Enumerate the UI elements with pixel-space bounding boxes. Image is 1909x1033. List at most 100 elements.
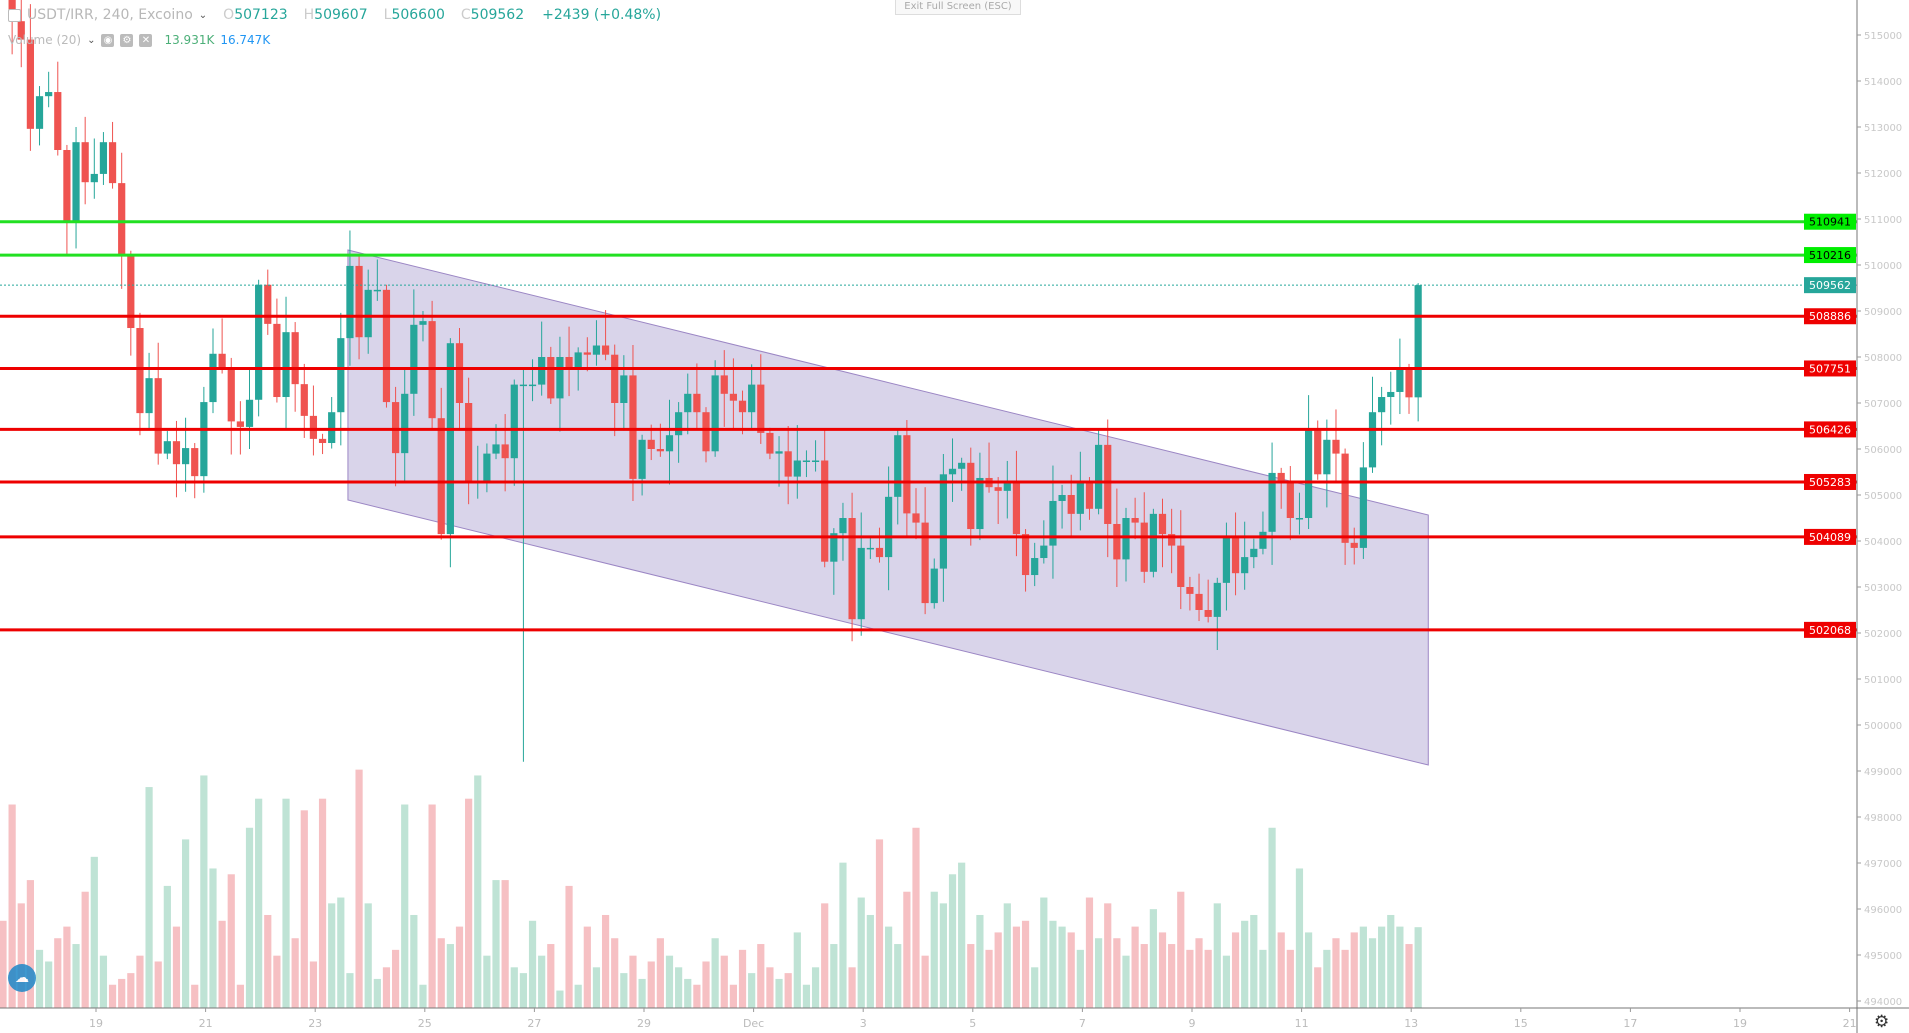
candle-body xyxy=(1204,610,1212,617)
candle-body xyxy=(528,384,537,387)
candle xyxy=(1012,450,1021,557)
candle xyxy=(1195,573,1203,622)
candle-body xyxy=(967,462,975,530)
price-tick-label: 497000 xyxy=(1864,859,1902,870)
candle xyxy=(410,289,418,416)
volume-bar xyxy=(985,949,993,1008)
volume-bar xyxy=(145,787,153,1008)
candle xyxy=(446,338,454,568)
volume-label[interactable]: Volume (20) xyxy=(8,33,82,47)
candle xyxy=(1304,395,1313,530)
level-price-label: 510941 xyxy=(1809,216,1851,229)
level-price-label: 504089 xyxy=(1809,531,1851,544)
volume-bar xyxy=(665,955,674,1008)
candle xyxy=(300,363,308,438)
candle xyxy=(784,426,792,505)
candle-body xyxy=(620,375,628,403)
chart-logo-button[interactable]: ☁ xyxy=(8,964,36,992)
volume-bar xyxy=(1085,897,1094,1008)
price-tick-label: 505000 xyxy=(1864,491,1902,502)
chevron-down-icon[interactable]: ⌄ xyxy=(198,9,208,21)
volume-bar xyxy=(620,973,628,1008)
volume-bar xyxy=(1095,938,1103,1008)
candle-body xyxy=(1085,482,1094,509)
volume-bar xyxy=(547,944,555,1008)
candle-body xyxy=(592,345,601,355)
candle xyxy=(665,399,674,485)
candle xyxy=(291,322,299,412)
volume-bar xyxy=(894,944,902,1008)
exit-fullscreen-button[interactable]: Exit Full Screen (ESC) xyxy=(895,0,1021,15)
chevron-down-icon[interactable]: ⌄ xyxy=(87,34,96,46)
candle xyxy=(26,4,34,151)
candle xyxy=(711,360,719,457)
time-tick-label: 19 xyxy=(89,1017,103,1030)
volume-bar xyxy=(875,839,884,1008)
candle-body xyxy=(1113,523,1121,560)
candle-body xyxy=(702,412,710,452)
candle xyxy=(99,132,108,185)
candle-body xyxy=(1368,412,1377,468)
candle-body xyxy=(163,441,171,454)
candle-body xyxy=(1095,444,1103,509)
volume-bar xyxy=(930,891,938,1008)
volume-bar xyxy=(391,949,400,1008)
candle-body xyxy=(382,289,391,403)
volume-bar xyxy=(1350,932,1358,1008)
volume-bar xyxy=(54,938,62,1008)
candle-body xyxy=(1003,481,1011,491)
volume-bar xyxy=(236,984,244,1008)
candle xyxy=(108,121,117,189)
eye-icon[interactable]: ◉ xyxy=(101,33,115,47)
volume-bar xyxy=(1323,949,1331,1008)
candle-body xyxy=(1149,513,1157,572)
candle-body xyxy=(355,265,363,338)
candle-body xyxy=(54,92,62,150)
volume-bar xyxy=(1259,949,1267,1008)
candle xyxy=(45,71,53,108)
time-tick-label: 25 xyxy=(418,1017,432,1030)
volume-bar xyxy=(611,938,619,1008)
symbol-name[interactable]: USDT/IRR, 240, Excoino xyxy=(27,7,193,23)
volume-bar xyxy=(848,967,856,1008)
candle xyxy=(35,86,44,146)
candle-body xyxy=(118,183,126,256)
volume-bar xyxy=(1021,920,1030,1008)
level-price-label: 510216 xyxy=(1809,249,1851,262)
candle xyxy=(912,488,920,540)
candle xyxy=(1241,521,1249,590)
candle xyxy=(1414,283,1422,422)
collapse-icon[interactable] xyxy=(8,8,21,22)
candle xyxy=(309,385,318,456)
candle-body xyxy=(647,439,655,449)
candle-body xyxy=(766,432,774,454)
candle-body xyxy=(328,412,336,444)
candle-body xyxy=(821,460,829,562)
candle xyxy=(538,321,546,396)
volume-bar xyxy=(857,897,865,1008)
volume-bar xyxy=(1250,914,1258,1008)
volume-bar xyxy=(446,944,454,1008)
volume-bar xyxy=(99,955,108,1008)
close-icon[interactable]: ✕ xyxy=(139,33,153,47)
volume-bar xyxy=(1168,944,1176,1008)
cloud-chart-icon: ☁ xyxy=(15,970,29,986)
change-value: +2439 (+0.48%) xyxy=(542,7,662,23)
chart-settings-gear-icon[interactable]: ⚙ xyxy=(1874,1012,1890,1032)
candle-body xyxy=(1012,481,1021,535)
candle xyxy=(236,401,244,455)
candle-body xyxy=(182,448,190,465)
level-price-badge xyxy=(1804,360,1856,377)
candle-body xyxy=(684,393,692,413)
time-tick-label: 21 xyxy=(199,1017,213,1030)
candle xyxy=(172,420,181,498)
gear-icon[interactable]: ⚙ xyxy=(120,33,134,47)
volume-bar xyxy=(528,920,537,1008)
candle xyxy=(1213,577,1221,651)
time-tick-label: 21 xyxy=(1843,1017,1857,1030)
candle xyxy=(629,345,637,501)
candle-body xyxy=(45,92,53,97)
volume-bar xyxy=(373,978,381,1008)
volume-bar xyxy=(1104,903,1112,1008)
